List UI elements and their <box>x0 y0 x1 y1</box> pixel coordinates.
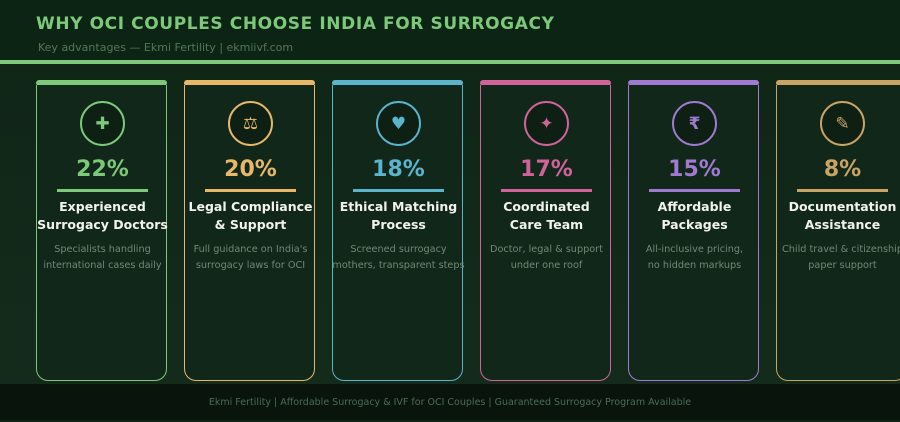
card-underline <box>501 189 592 192</box>
card-percent: 22% <box>76 157 129 182</box>
icon-glyph: ♥ <box>390 113 407 134</box>
card-desc-line: All-inclusive pricing, <box>645 244 744 255</box>
card-title-line: Coordinated <box>503 199 590 214</box>
card-title-line: & Support <box>214 217 287 232</box>
card-title: Affordable Packages <box>619 198 770 234</box>
advantage-card: ♥ 18% Ethical Matching Process Screened s… <box>332 80 465 381</box>
advantage-card: ₹ 15% Affordable Packages All-inclusive p… <box>628 80 759 381</box>
card-percent: 20% <box>224 157 277 182</box>
card-accent-bar <box>480 80 611 86</box>
rupee-icon: ₹ <box>672 101 717 146</box>
icon-glyph: ⚖ <box>242 113 259 134</box>
page-subtitle: Key advantages — Ekmi Fertility | ekmiiv… <box>38 41 294 54</box>
card-desc-line: Full guidance on India's <box>193 244 308 255</box>
card-accent-bar <box>184 80 315 86</box>
header-divider <box>0 60 900 64</box>
card-title-line: Legal Compliance <box>188 199 313 214</box>
card-description: Specialists handling international cases … <box>25 242 180 274</box>
card-desc-line: mothers, transparent steps <box>332 260 465 271</box>
card-description: Child travel & citizenship paper support <box>765 242 900 274</box>
card-desc-line: under one roof <box>510 260 583 271</box>
card-desc-line: Screened surrogacy <box>350 244 447 255</box>
card-body: ✚ 22% Experienced Surrogacy Doctors Speci… <box>36 85 168 381</box>
card-title-line: Affordable <box>657 199 732 214</box>
card-title-line: Surrogacy Doctors <box>37 217 168 232</box>
card-title-line: Documentation <box>788 199 897 214</box>
card-accent-bar <box>628 80 759 86</box>
card-title-line: Ethical Matching <box>339 199 458 214</box>
card-title: Experienced Surrogacy Doctors <box>27 198 178 234</box>
advantage-card: ✎ 8% Documentation Assistance Child trave… <box>776 80 900 381</box>
card-percent: 18% <box>372 157 425 182</box>
heart-icon: ♥ <box>376 101 421 146</box>
footer: Ekmi Fertility | Affordable Surrogacy & … <box>0 384 900 420</box>
card-percent: 15% <box>668 157 721 182</box>
card-desc-line: Child travel & citizenship <box>781 244 900 255</box>
card-title: Ethical Matching Process <box>323 198 474 234</box>
card-body: ₹ 15% Affordable Packages All-inclusive p… <box>628 85 759 381</box>
card-underline <box>353 189 444 192</box>
card-title: Legal Compliance & Support <box>175 198 326 234</box>
card-underline <box>797 189 888 192</box>
card-description: All-inclusive pricing, no hidden markups <box>617 242 772 274</box>
icon-glyph: ✦ <box>539 113 554 134</box>
card-underline <box>649 189 740 192</box>
card-title: Documentation Assistance <box>767 198 900 234</box>
icon-glyph: ₹ <box>688 113 701 134</box>
advantage-card: ⚖ 20% Legal Compliance & Support Full gui… <box>184 80 315 381</box>
page-title: WHY OCI COUPLES CHOOSE INDIA FOR SURROGA… <box>36 14 555 34</box>
card-title-line: Process <box>371 217 426 232</box>
card-accent-bar <box>776 80 900 86</box>
card-desc-line: international cases daily <box>43 260 162 271</box>
card-desc-line: no hidden markups <box>647 260 742 271</box>
pencil-icon: ✎ <box>820 101 865 146</box>
plus-icon: ✚ <box>80 101 125 146</box>
card-title: Coordinated Care Team <box>471 198 622 234</box>
card-desc-line: surrogacy laws for OCI <box>195 260 306 271</box>
card-desc-line: Doctor, legal & support <box>490 244 603 255</box>
card-desc-line: Specialists handling <box>54 244 151 255</box>
sparkle-icon: ✦ <box>524 101 569 146</box>
card-title-line: Care Team <box>509 217 584 232</box>
card-accent-bar <box>332 80 463 86</box>
scales-icon: ⚖ <box>228 101 273 146</box>
advantage-card: ✚ 22% Experienced Surrogacy Doctors Speci… <box>36 80 168 381</box>
card-body: ⚖ 20% Legal Compliance & Support Full gui… <box>184 85 315 381</box>
card-title-line: Experienced <box>59 199 146 214</box>
card-percent: 8% <box>823 157 862 182</box>
card-body: ✎ 8% Documentation Assistance Child trave… <box>776 85 900 381</box>
card-percent: 17% <box>520 157 573 182</box>
card-underline <box>205 189 296 192</box>
card-description: Full guidance on India's surrogacy laws f… <box>173 242 328 274</box>
header: WHY OCI COUPLES CHOOSE INDIA FOR SURROGA… <box>0 0 900 60</box>
card-underline <box>57 189 148 192</box>
card-body: ♥ 18% Ethical Matching Process Screened s… <box>332 85 465 381</box>
card-title-line: Packages <box>661 217 728 232</box>
icon-glyph: ✚ <box>95 113 110 134</box>
icon-glyph: ✎ <box>835 113 850 134</box>
advantage-card: ✦ 17% Coordinated Care Team Doctor, legal… <box>480 80 611 381</box>
card-title-line: Assistance <box>804 217 881 232</box>
card-body: ✦ 17% Coordinated Care Team Doctor, legal… <box>480 85 611 381</box>
card-desc-line: paper support <box>808 260 877 271</box>
card-accent-bar <box>36 80 167 86</box>
card-description: Screened surrogacy mothers, transparent s… <box>321 242 476 274</box>
card-description: Doctor, legal & support under one roof <box>469 242 624 274</box>
